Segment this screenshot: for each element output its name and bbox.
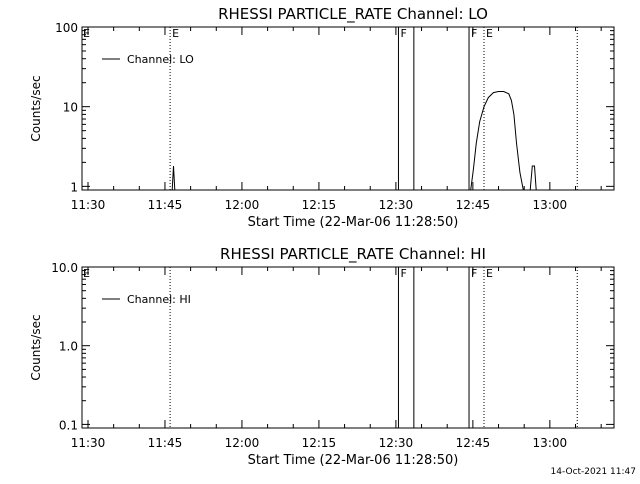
x-tick-label: 11:30 bbox=[71, 436, 106, 450]
event-marker-label: F bbox=[400, 267, 406, 280]
left-marker-label: E bbox=[83, 267, 90, 280]
x-tick-label: 12:00 bbox=[225, 436, 260, 450]
y-tick-label: 1.0 bbox=[59, 340, 78, 354]
chart-title: RHESSI PARTICLE_RATE Channel: LO bbox=[218, 5, 488, 24]
event-marker-label: F bbox=[400, 27, 406, 40]
x-tick-label: 13:00 bbox=[533, 198, 568, 212]
event-marker-label: F bbox=[471, 267, 477, 280]
x-tick-label: 11:45 bbox=[148, 436, 183, 450]
event-marker-label: E bbox=[486, 267, 493, 280]
plot-frame bbox=[81, 266, 615, 429]
event-marker-label: F bbox=[471, 27, 477, 40]
chart-title: RHESSI PARTICLE_RATE Channel: HI bbox=[220, 245, 486, 264]
x-tick-label: 12:00 bbox=[225, 198, 260, 212]
event-marker-label: E bbox=[172, 27, 179, 40]
x-tick-label: 11:45 bbox=[148, 198, 183, 212]
x-tick-label: 12:15 bbox=[302, 436, 337, 450]
legend-entry: Channel: LO bbox=[127, 53, 194, 66]
y-tick-label: 10 bbox=[63, 101, 78, 115]
legend-entry: Channel: HI bbox=[127, 293, 191, 306]
y-tick-label: 100 bbox=[55, 21, 78, 35]
x-tick-label: 12:30 bbox=[379, 436, 414, 450]
x-tick-label: 12:15 bbox=[302, 198, 337, 212]
event-marker-label: E bbox=[486, 27, 493, 40]
series-line bbox=[470, 91, 537, 191]
y-axis-label: Counts/sec bbox=[29, 314, 43, 380]
x-axis-label: Start Time (22-Mar-06 11:28:50) bbox=[248, 453, 459, 468]
plot-frame bbox=[81, 26, 615, 191]
x-axis-label: Start Time (22-Mar-06 11:28:50) bbox=[248, 215, 459, 230]
x-tick-label: 12:45 bbox=[456, 436, 491, 450]
series-line bbox=[171, 165, 176, 191]
x-tick-label: 12:45 bbox=[456, 198, 491, 212]
x-tick-label: 13:00 bbox=[533, 436, 568, 450]
x-tick-label: 12:30 bbox=[379, 198, 414, 212]
y-axis-label: Counts/sec bbox=[29, 75, 43, 141]
x-tick-label: 11:30 bbox=[71, 198, 106, 212]
y-tick-label: 1 bbox=[70, 180, 78, 194]
y-tick-label: 10.0 bbox=[51, 261, 78, 275]
footer-timestamp: 14-Oct-2021 11:47 bbox=[550, 467, 636, 477]
left-marker-label: E bbox=[83, 27, 90, 40]
y-tick-label: 0.1 bbox=[59, 418, 78, 432]
